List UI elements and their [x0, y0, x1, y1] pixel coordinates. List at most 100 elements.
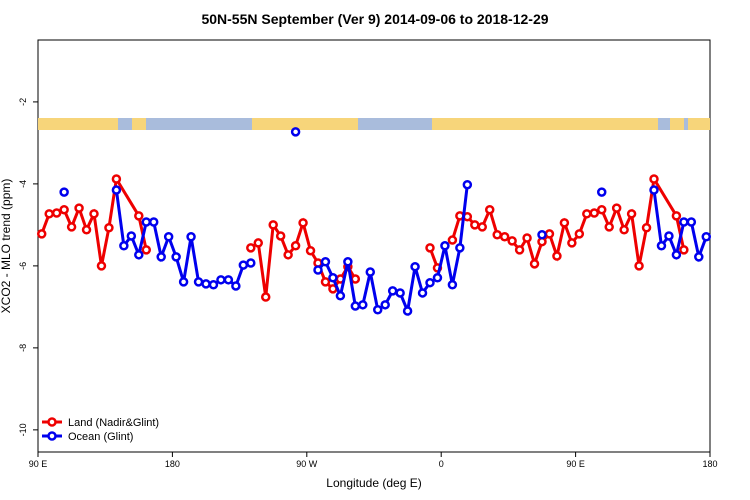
data-point	[350, 301, 361, 311]
data-point	[246, 258, 256, 268]
data-point	[246, 243, 256, 253]
data-point	[104, 223, 114, 233]
data-point	[649, 174, 659, 184]
data-point	[484, 204, 495, 215]
data-point	[567, 238, 577, 248]
legend-marker	[47, 417, 57, 427]
data-point	[671, 211, 682, 221]
x-axis-label: Longitude (deg E)	[326, 476, 421, 490]
data-point	[253, 238, 264, 248]
x-tick-label: 0	[439, 459, 444, 469]
data-point	[216, 275, 226, 285]
data-point	[589, 208, 600, 218]
y-tick-label: -8	[18, 344, 28, 352]
data-point	[477, 222, 488, 232]
legend-label: Land (Nadir&Glint)	[68, 417, 159, 429]
data-point	[402, 306, 413, 316]
x-tick-label: 180	[165, 459, 180, 469]
data-point	[470, 220, 480, 230]
data-point	[163, 232, 174, 242]
data-point	[611, 203, 622, 213]
data-point	[679, 245, 689, 255]
data-point	[51, 208, 62, 218]
data-point	[275, 231, 286, 241]
data-point	[574, 229, 585, 239]
data-point	[305, 245, 316, 256]
data-point	[171, 252, 181, 262]
data-point	[440, 241, 450, 251]
y-tick-label: -6	[18, 262, 28, 270]
data-point	[74, 203, 84, 213]
series-line	[114, 189, 252, 289]
data-point	[656, 241, 667, 251]
data-point	[328, 273, 338, 283]
data-point	[634, 261, 644, 271]
legend-marker	[47, 431, 57, 441]
data-point	[455, 243, 465, 253]
data-point	[223, 275, 234, 285]
data-point	[417, 288, 428, 298]
data-point	[582, 209, 592, 219]
data-point	[59, 187, 69, 197]
data-point	[290, 241, 301, 251]
data-point	[283, 250, 293, 260]
data-point	[387, 286, 398, 296]
data-point	[260, 292, 271, 302]
data-point	[193, 277, 204, 287]
data-point	[462, 179, 473, 190]
data-point	[66, 222, 77, 232]
data-point	[694, 252, 704, 262]
data-point	[298, 218, 308, 228]
data-point	[507, 236, 517, 246]
series-line	[249, 217, 357, 298]
data-point	[148, 217, 159, 227]
data-point	[499, 232, 510, 242]
data-point	[425, 243, 435, 253]
map-strip	[38, 118, 710, 130]
data-point	[686, 217, 697, 227]
x-tick-label: 90 E	[566, 459, 585, 469]
data-point	[701, 232, 712, 242]
y-axis-label: XCO2 - MLO trend (ppm)	[0, 179, 13, 314]
data-point	[559, 218, 570, 228]
data-point	[492, 229, 502, 240]
data-point	[552, 251, 562, 261]
data-point	[231, 281, 241, 291]
data-point	[395, 288, 405, 298]
data-point	[447, 235, 458, 245]
data-point	[156, 252, 166, 262]
data-point	[141, 217, 152, 227]
data-point	[514, 245, 525, 255]
data-point	[649, 185, 659, 195]
data-point	[641, 223, 652, 233]
x-tick-label: 90 W	[296, 459, 318, 469]
data-point	[268, 220, 278, 230]
data-point	[141, 245, 152, 255]
data-point	[596, 187, 607, 197]
data-point	[320, 257, 331, 267]
data-point	[290, 127, 301, 137]
data-point	[679, 217, 689, 227]
data-point	[111, 185, 122, 195]
data-point	[313, 265, 323, 275]
data-point	[604, 222, 614, 232]
data-point	[350, 274, 361, 284]
x-tick-label: 90 E	[29, 459, 48, 469]
data-point	[522, 233, 532, 243]
legend-label: Ocean (Glint)	[68, 431, 133, 443]
data-point	[380, 300, 390, 310]
data-point	[626, 209, 637, 219]
data-point	[596, 204, 607, 215]
data-point	[186, 232, 196, 242]
y-tick-label: -2	[18, 98, 28, 106]
data-point	[208, 279, 219, 290]
data-point	[238, 260, 249, 270]
data-point	[529, 259, 540, 269]
data-point	[126, 231, 137, 241]
data-point	[134, 211, 144, 221]
series-line	[40, 174, 148, 267]
data-point	[432, 273, 443, 283]
data-point	[410, 261, 420, 272]
data-point	[664, 231, 674, 241]
